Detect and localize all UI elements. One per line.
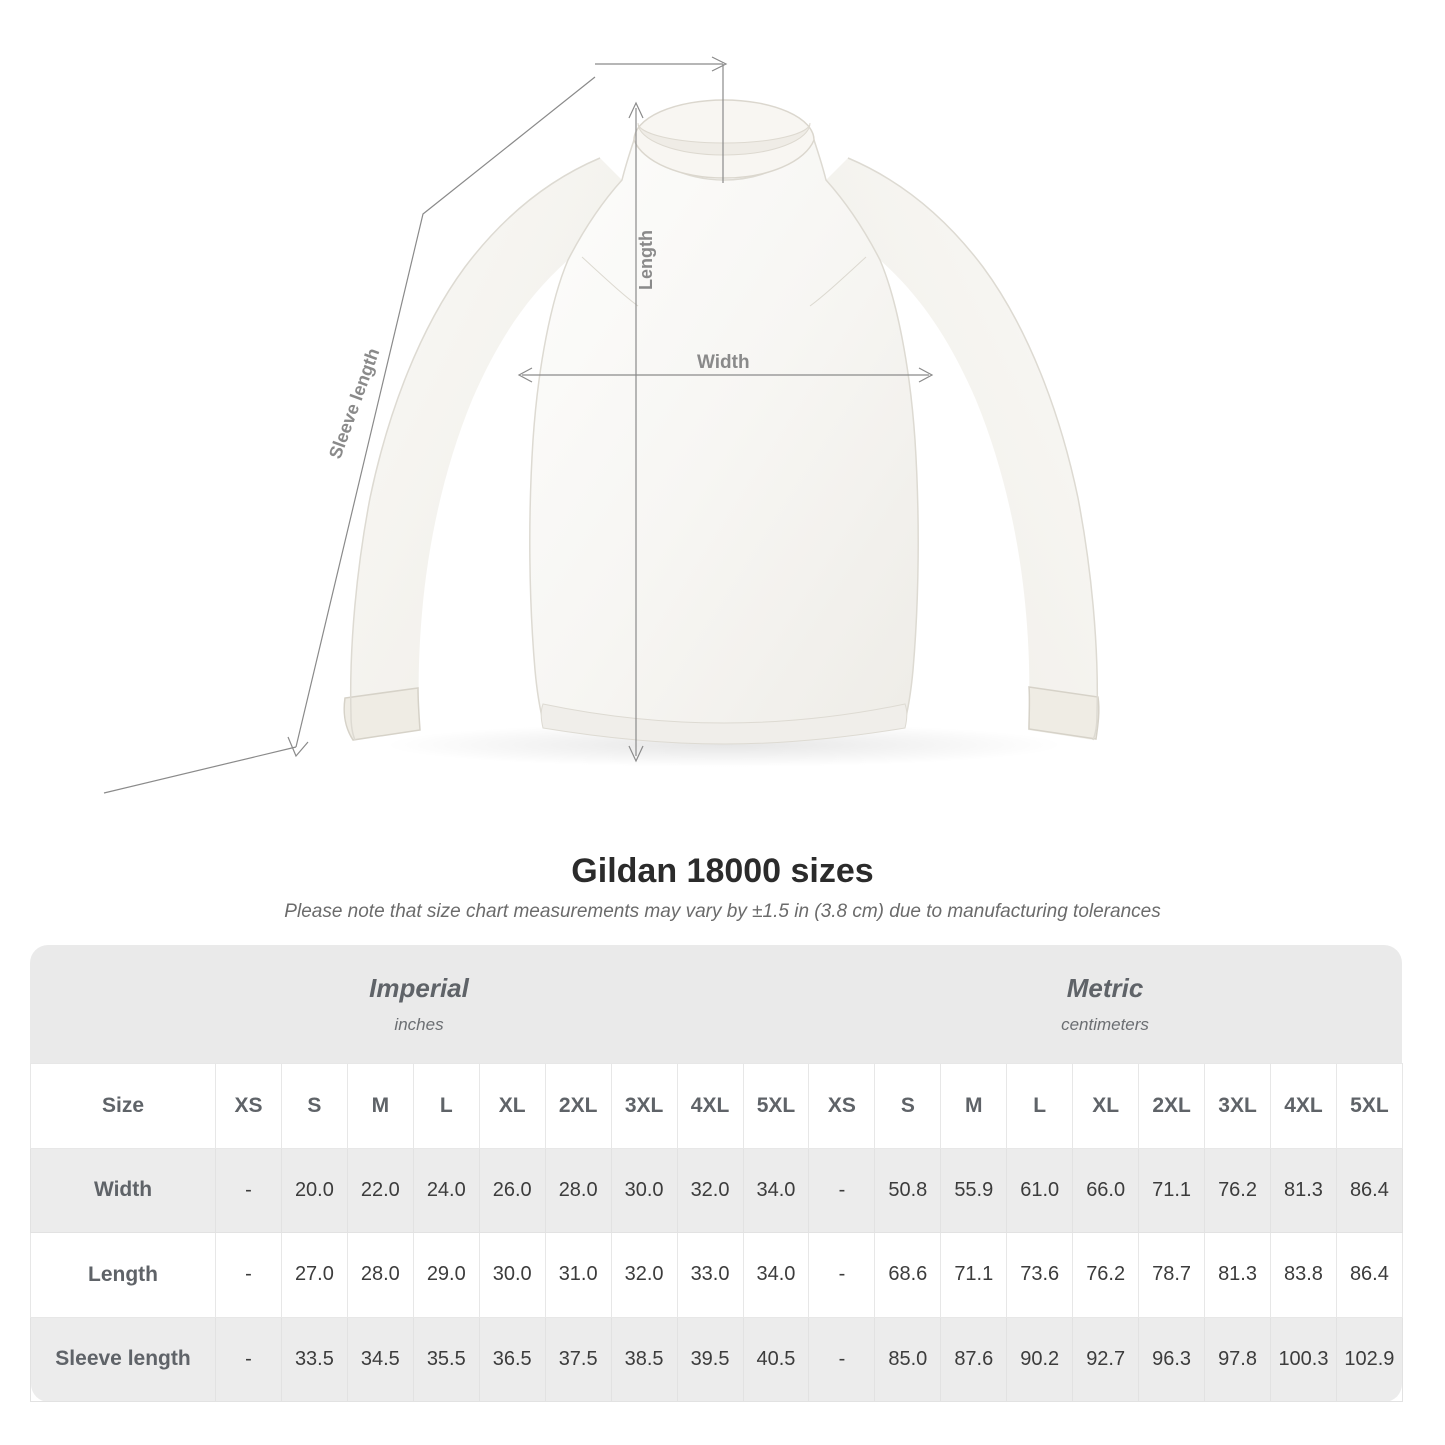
svg-text:Width: Width bbox=[697, 352, 750, 373]
svg-text:Sleeve length: Sleeve length bbox=[325, 345, 383, 461]
svg-text:Length: Length bbox=[636, 230, 656, 290]
